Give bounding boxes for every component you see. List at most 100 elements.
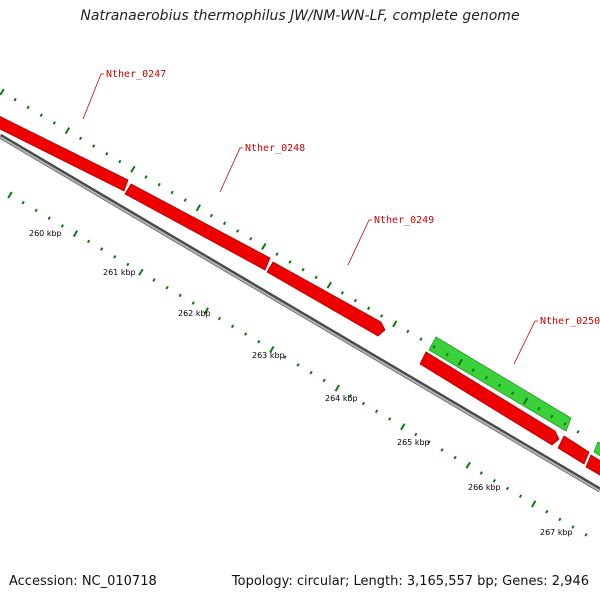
inner-tick-ring — [7, 191, 588, 537]
gene-arrow-green-edge[interactable] — [593, 441, 600, 459]
gene-label-leaders — [82, 73, 538, 365]
inner-tick-38 — [505, 486, 510, 491]
inner-tick-12 — [165, 285, 169, 290]
inner-tick-22 — [296, 363, 300, 367]
inner-tick-9 — [126, 262, 130, 267]
outer-tick-29 — [380, 314, 384, 318]
outer-tick-12 — [157, 182, 161, 187]
outer-tick-31 — [406, 329, 410, 334]
inner-tick-28 — [374, 409, 379, 414]
scale-label-267: 267 kbp — [540, 528, 573, 537]
scale-label-265: 265 kbp — [397, 438, 430, 447]
outer-tick-19 — [249, 236, 253, 241]
inner-tick-17 — [230, 324, 235, 329]
outer-tick-37 — [484, 376, 488, 380]
inner-tick-3 — [47, 216, 51, 220]
outer-tick-40 — [523, 397, 529, 405]
outer-tick-26 — [340, 291, 344, 295]
inner-tick-10 — [138, 268, 144, 276]
outer-tick-23 — [301, 267, 305, 272]
inner-tick-11 — [152, 278, 156, 282]
outer-tick-43 — [563, 422, 567, 426]
gene-label-nther-0250[interactable]: Nther_0250 — [540, 316, 600, 327]
inner-tick-2 — [34, 208, 38, 213]
inner-tick-42 — [558, 517, 562, 522]
gene-arrow-nther-0250[interactable] — [428, 336, 572, 432]
outer-tick-28 — [366, 306, 371, 311]
outer-tick-22 — [288, 260, 292, 264]
inner-tick-25 — [334, 384, 340, 392]
outer-tick-5 — [64, 127, 71, 135]
outer-tick-18 — [236, 229, 240, 233]
gene-arrow-nther-0249[interactable] — [266, 261, 386, 337]
inner-tick-15 — [203, 307, 209, 315]
scale-label-262: 262 kbp — [178, 309, 211, 318]
map-title: Natranaerobius thermophilus JW/NM-WN-LF,… — [80, 8, 520, 24]
outer-tick-9 — [118, 159, 122, 164]
reverse-strand-genes — [0, 114, 600, 478]
outer-tick-30 — [392, 320, 398, 328]
outer-tick-4 — [52, 121, 56, 125]
outer-tick-16 — [209, 213, 214, 218]
inner-tick-37 — [492, 479, 496, 483]
gene-label-nther-0247[interactable]: Nther_0247 — [106, 69, 166, 80]
inner-tick-27 — [361, 401, 366, 406]
inner-tick-30 — [400, 423, 406, 431]
outer-tick-6 — [78, 136, 83, 141]
leader-nther-0249 — [347, 219, 372, 266]
inner-tick-16 — [217, 316, 222, 321]
gene-arrow-red-edge[interactable] — [585, 454, 600, 478]
genome-summary-text: Topology: circular; Length: 3,165,557 bp… — [231, 574, 589, 589]
outer-tick-38 — [497, 383, 502, 388]
outer-tick-25 — [326, 281, 332, 289]
leader-nther-0248 — [219, 147, 243, 193]
scale-label-264: 264 kbp — [325, 394, 358, 403]
outer-tick-39 — [510, 391, 515, 395]
inner-tick-0 — [7, 191, 13, 199]
inner-tick-29 — [388, 417, 392, 421]
inner-tick-18 — [244, 332, 248, 336]
inner-tick-23 — [309, 370, 313, 375]
inner-tick-20 — [269, 345, 275, 354]
scale-label-266: 266 kbp — [468, 483, 501, 492]
inner-tick-32 — [427, 440, 431, 444]
leader-nther-0247 — [82, 73, 104, 120]
forward-strand-genes — [428, 336, 600, 459]
outer-tick-34 — [445, 352, 449, 357]
gene-arrow-nther-0248[interactable] — [124, 183, 271, 271]
gene-arrow-red-small[interactable] — [557, 435, 590, 465]
outer-tick-13 — [170, 190, 174, 195]
inner-tick-24 — [322, 378, 326, 383]
outer-tick-15 — [195, 204, 201, 212]
inner-tick-5 — [72, 230, 79, 238]
outer-tick-24 — [314, 275, 318, 280]
outer-tick-44 — [576, 430, 580, 434]
outer-tick-21 — [275, 252, 279, 256]
outer-tick-3 — [39, 113, 43, 117]
outer-tick-35 — [457, 358, 463, 366]
outer-tick-11 — [144, 175, 148, 179]
inner-tick-1 — [21, 200, 25, 205]
gene-arrow-upstream-red[interactable] — [419, 351, 560, 446]
outer-tick-32 — [419, 337, 423, 341]
scale-label-260: 260 kbp — [29, 229, 62, 238]
inner-tick-41 — [545, 509, 549, 514]
genome-backbone-highlight — [0, 136, 600, 492]
gene-arrow-nther-0247[interactable] — [0, 114, 129, 192]
inner-tick-14 — [191, 301, 195, 305]
outer-tick-1 — [13, 97, 17, 102]
inner-tick-39 — [518, 494, 523, 498]
outer-tick-10 — [130, 165, 136, 173]
outer-tick-36 — [471, 368, 475, 372]
inner-tick-43 — [571, 525, 575, 529]
outer-tick-8 — [105, 152, 109, 156]
outer-tick-2 — [26, 105, 30, 110]
accession-text: Accession: NC_010718 — [9, 574, 157, 589]
gene-label-nther-0248[interactable]: Nther_0248 — [245, 143, 305, 154]
gene-label-nther-0249[interactable]: Nther_0249 — [374, 215, 434, 226]
inner-tick-31 — [414, 432, 418, 437]
outer-tick-41 — [537, 406, 541, 411]
inner-tick-35 — [465, 461, 471, 469]
outer-tick-0 — [0, 88, 5, 96]
